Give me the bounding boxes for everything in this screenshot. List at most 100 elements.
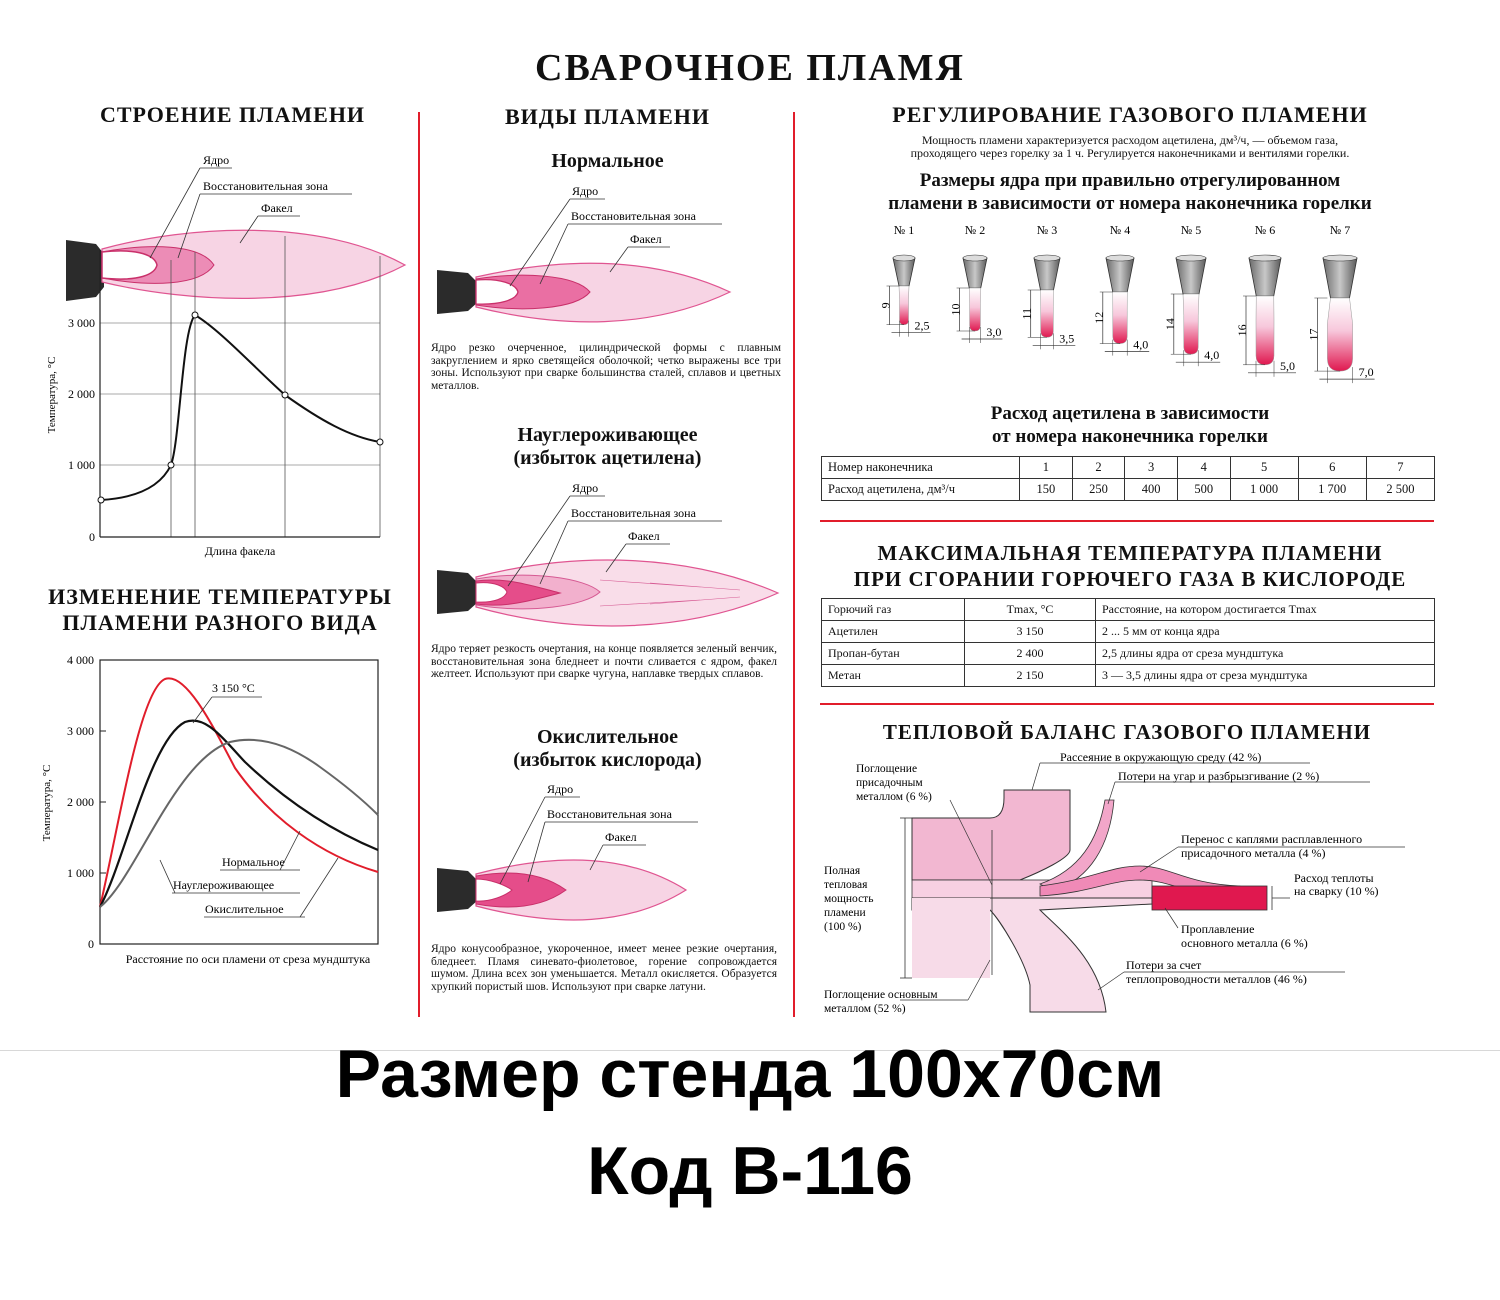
label-total-1: Полная	[824, 865, 861, 877]
curve-oxidizing	[99, 677, 379, 908]
table-cell: 400	[1124, 478, 1178, 501]
tip-number: № 1	[894, 223, 914, 237]
regulation-text: Мощность пламени характеризуется расходо…	[910, 133, 1350, 160]
svg-text:Факел: Факел	[630, 232, 662, 246]
svg-text:Ядро: Ядро	[572, 481, 598, 495]
torch-tip-7: № 7 17 7,0	[1306, 223, 1375, 384]
poster: СВАРОЧНОЕ ПЛАМЯ СТРОЕНИЕ ПЛАМЕНИ Ядро Во…	[0, 47, 1500, 1051]
torch-tip-3: № 3 11 3,5	[1020, 223, 1076, 350]
svg-text:Ядро: Ядро	[572, 184, 598, 198]
svg-text:Факел: Факел	[605, 830, 637, 844]
divider-left	[418, 112, 420, 1017]
tip-diameter: 3,5	[1059, 331, 1074, 345]
nozzle-icon	[66, 240, 104, 301]
temp-change-heading: ИЗМЕНЕНИЕ ТЕМПЕРАТУРЫ ПЛАМЕНИ РАЗНОГО ВИ…	[48, 584, 392, 635]
ytick2-4000: 4 000	[67, 653, 94, 667]
torch-tip-4: № 4 12 4,0	[1092, 223, 1150, 356]
tip-diameter: 2,5	[915, 319, 930, 333]
divider-right-2	[820, 703, 1434, 705]
table-cell: 2 150	[964, 664, 1096, 687]
table-row: Расход ацетилена, дм³/ч 150 250 400 500 …	[821, 478, 1436, 501]
label-filler-2: присадочным	[856, 777, 923, 789]
curve-carburizing	[99, 738, 379, 908]
tip-number: № 6	[1255, 223, 1275, 237]
table-cell: 2,5 длины ядра от среза мундштука	[1095, 642, 1435, 665]
table-cell: 7	[1365, 456, 1436, 479]
nozzle-icon	[437, 570, 478, 614]
table-cell: 3 — 3,5 длины ядра от среза мундштука	[1095, 664, 1435, 687]
label-total-2: тепловая	[824, 879, 868, 891]
core-flame	[1327, 297, 1353, 372]
label-cond-2: теплопроводности металлов (46 %)	[1126, 972, 1307, 986]
label-cond-1: Потери за счет	[1126, 958, 1202, 972]
torch-tip-5: № 5 14 4,0	[1163, 223, 1221, 367]
structure-xlabel: Длина факела	[205, 544, 276, 558]
core-flame	[1182, 293, 1200, 355]
carburizing-title: Науглероживающее (избыток ацетилена)	[513, 424, 702, 469]
torch-tip-6: № 6 16 5,0	[1235, 223, 1296, 377]
table-row: Горючий газ Tmax, °С Расстояние, на кото…	[821, 598, 1435, 621]
ytick2-0: 0	[88, 937, 94, 951]
core-flame	[1040, 289, 1054, 338]
peak-label: 3 150 °С	[212, 681, 255, 695]
core-flame	[1112, 291, 1128, 344]
label-weld-1: Расход теплоты	[1294, 871, 1374, 885]
label-total-4: пламени	[824, 907, 866, 919]
label-base-2: металлом (52 %)	[824, 1003, 906, 1015]
table-cell: 250	[1071, 478, 1126, 501]
label-total-5: (100 %)	[824, 921, 862, 933]
series-label-oxidizing: Окислительное	[205, 902, 284, 916]
oxidizing-title: Окислительное (избыток кислорода)	[513, 726, 702, 771]
table-row: Ацетилен 3 150 2 ... 5 мм от конца ядра	[821, 620, 1435, 643]
footer-size: Размер стенда 100х70см	[335, 1036, 1165, 1112]
ytick2-3000: 3 000	[67, 724, 94, 738]
tip-number: № 4	[1110, 223, 1130, 237]
regulation-heading: РЕГУЛИРОВАНИЕ ГАЗОВОГО ПЛАМЕНИ	[892, 102, 1368, 127]
table-cell: 2 ... 5 мм от конца ядра	[1095, 620, 1435, 643]
table-cell: Ацетилен	[821, 620, 965, 643]
series-label-normal: Нормальное	[222, 855, 285, 869]
normal-description: Ядро резко очерченное, цилиндрической фо…	[431, 342, 781, 392]
label-core: Ядро	[203, 153, 229, 167]
label-reduction: Восстановительная зона	[203, 179, 329, 193]
svg-text:Факел: Факел	[628, 529, 660, 543]
tip-length: 11	[1020, 308, 1034, 320]
tip-length: 12	[1092, 312, 1106, 324]
nozzle-icon	[437, 270, 478, 314]
oxidizing-description: Ядро конусообразное, укороченное, имеет …	[431, 943, 777, 993]
label-transfer-1: Перенос с каплями расплавленного	[1181, 832, 1362, 846]
tip-length: 10	[949, 304, 963, 316]
table-cell: Метан	[821, 664, 965, 687]
tip-length: 17	[1306, 329, 1320, 341]
tip-number: № 5	[1181, 223, 1201, 237]
table-cell: Номер наконечника	[821, 456, 1020, 479]
tip-diameter: 3,0	[986, 325, 1001, 339]
temp-change-chart: 4 000 3 000 2 000 1 000 0 Температура, °…	[41, 653, 379, 966]
ytick-0: 0	[89, 530, 95, 544]
tip-number: № 3	[1037, 223, 1057, 237]
max-temp-heading: МАКСИМАЛЬНАЯ ТЕМПЕРАТУРА ПЛАМЕНИ ПРИ СГО…	[853, 541, 1407, 591]
label-melt-2: основного металла (6 %)	[1181, 936, 1308, 950]
table-row: Пропан-бутан 2 400 2,5 длины ядра от сре…	[821, 642, 1435, 665]
core-flame	[1255, 295, 1275, 366]
svg-text:Восстановительная зона: Восстановительная зона	[571, 506, 697, 520]
divider-right-1	[820, 520, 1434, 522]
tip-diameter: 4,0	[1204, 348, 1219, 362]
label-filler-3: металлом (6 %)	[856, 791, 932, 803]
series-label-carburizing: Науглероживающее	[173, 878, 274, 892]
flow-table: Номер наконечника 1 2 3 4 5 6 7 Расход а…	[821, 456, 1436, 501]
svg-text:Восстановительная зона: Восстановительная зона	[547, 807, 673, 821]
ytick-1000: 1 000	[68, 458, 95, 472]
label-transfer-2: присадочного металла (4 %)	[1181, 846, 1326, 860]
flow-title: Расход ацетилена в зависимости от номера…	[990, 403, 1270, 447]
torch-tip-2: № 2 10 3,0	[949, 223, 1003, 343]
tip-length: 9	[879, 302, 893, 308]
nozzle-icon	[437, 868, 478, 912]
label-spatter: Потери на угар и разбрызгивание (2 %)	[1118, 769, 1319, 783]
core-shape	[101, 250, 158, 280]
structure-heading: СТРОЕНИЕ ПЛАМЕНИ	[99, 102, 366, 127]
torch-tip-1: № 1 9 2,5	[879, 223, 931, 337]
tip-length: 14	[1163, 318, 1177, 330]
ytick2-2000: 2 000	[67, 795, 94, 809]
